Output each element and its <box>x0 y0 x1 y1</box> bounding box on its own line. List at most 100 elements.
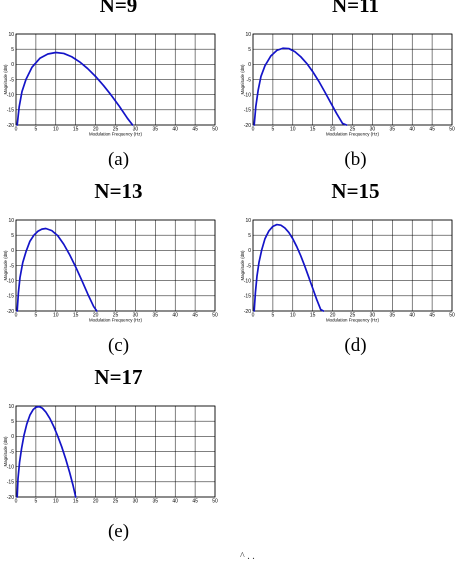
x-tick-label: 10 <box>290 313 296 319</box>
x-axis-label: Modulation Frequency (Hz) <box>326 132 379 137</box>
x-tick-label: 25 <box>350 313 356 319</box>
y-tick-label: 10 <box>245 32 251 38</box>
plot-c: 0 5 10 15 20 25 30 35 40 45 501050-5-10-15-20Modul… <box>3 218 218 323</box>
chart-title-a: N=9 <box>99 0 138 17</box>
caption-b: (b) <box>344 149 367 170</box>
x-tick-label: 45 <box>192 127 198 133</box>
x-tick-label: 10 <box>53 127 59 133</box>
x-tick-label: 50 <box>212 127 218 133</box>
series-line <box>253 47 348 126</box>
y-tick-label: 0 <box>248 62 251 68</box>
y-tick-label: -10 <box>7 278 14 284</box>
y-axis-label: Magnitude (dB) <box>240 64 245 95</box>
x-tick-label: 15 <box>310 127 316 133</box>
x-tick-label: 25 <box>350 127 356 133</box>
caption-e: (e) <box>107 521 130 542</box>
x-tick-label: 15 <box>310 313 316 319</box>
y-tick-label: -10 <box>244 92 251 98</box>
x-tick-label: 40 <box>172 499 178 505</box>
x-tick-label: 30 <box>133 313 139 319</box>
y-tick-label: -5 <box>10 449 15 455</box>
x-tick-label: 0 <box>15 127 18 133</box>
chart-panel-e: N=17 0 5 10 15 20 25 30 35 40 45 50 10 5 0 -5 -10 -15 -20… <box>0 366 237 556</box>
y-tick-label: -5 <box>247 77 252 83</box>
y-tick-label: 5 <box>248 233 251 239</box>
x-tick-label: 30 <box>133 499 139 505</box>
caption-d: (d) <box>344 335 367 356</box>
x-tick-label: 10 <box>290 127 296 133</box>
y-tick-label: 5 <box>11 233 14 239</box>
page-fragment: ^ . . <box>240 551 255 562</box>
y-tick-label: -10 <box>244 278 251 284</box>
y-tick-label: -15 <box>244 294 251 300</box>
chart-panel-d: N=15 0 5 10 15 20 25 30 35 40 45 50 10 5 0 -5 -10 -15 -20… <box>237 180 474 370</box>
x-tick-label: 0 <box>252 313 255 319</box>
x-tick-label: 30 <box>133 127 139 133</box>
y-tick-label: 0 <box>11 434 14 440</box>
chart-panel-c: N=13 0 5 10 15 20 25 30 35 40 45 50 10 5 0 -5 -10 -15 -20… <box>0 180 237 370</box>
y-tick-label: -15 <box>7 480 14 486</box>
x-tick-label: 20 <box>93 127 99 133</box>
x-tick-label: 25 <box>113 313 119 319</box>
y-tick-label: -20 <box>7 123 14 129</box>
plot-frame <box>15 33 216 126</box>
x-tick-label: 25 <box>113 127 119 133</box>
plot-e: 0 5 10 15 20 25 30 35 40 45 501050-5-10-15-20Magni… <box>3 404 218 505</box>
chart-title-d: N=15 <box>331 179 380 203</box>
y-tick-label: 0 <box>11 248 14 254</box>
plot-a: 0 5 10 15 20 25 30 35 40 45 501050-5-10-15-20Modul… <box>3 32 218 137</box>
x-tick-label: 35 <box>153 499 159 505</box>
caption-a: (a) <box>107 149 130 170</box>
x-tick-label: 40 <box>172 127 178 133</box>
x-axis-label: Modulation Frequency (Hz) <box>89 318 142 323</box>
chart-panel-a: N=9 0 5 10 15 20 25 30 35 40 45 50 10 5 0 -5 -10 -15 -20 M… <box>0 0 237 184</box>
series-line <box>253 223 325 312</box>
x-tick-label: 30 <box>370 127 376 133</box>
x-tick-label: 50 <box>212 313 218 319</box>
x-axis-label: Modulation Frequency (Hz) <box>89 132 142 137</box>
y-axis-label: Magnitude (dB) <box>3 436 8 467</box>
y-tick-label: 10 <box>8 32 14 38</box>
x-tick-label: 40 <box>409 313 415 319</box>
plot-b: 0 5 10 15 20 25 30 35 40 45 501050-5-10-15-20Modul… <box>240 32 455 137</box>
x-tick-label: 0 <box>15 499 18 505</box>
x-tick-label: 25 <box>113 499 119 505</box>
y-axis-label: Magnitude (dB) <box>3 64 8 95</box>
x-tick-label: 35 <box>153 127 159 133</box>
y-tick-label: -20 <box>7 309 14 315</box>
x-tick-label: 20 <box>93 499 99 505</box>
x-tick-label: 0 <box>252 127 255 133</box>
plot-frame <box>15 405 216 498</box>
x-tick-label: 45 <box>192 313 198 319</box>
y-tick-label: -5 <box>10 77 15 83</box>
x-tick-label: 15 <box>73 499 79 505</box>
x-tick-label: 5 <box>272 313 275 319</box>
x-tick-label: 5 <box>35 499 38 505</box>
y-tick-label: 0 <box>248 248 251 254</box>
x-tick-label: 50 <box>449 127 455 133</box>
y-axis-label: Magnitude (dB) <box>3 250 8 281</box>
x-tick-label: 15 <box>73 127 79 133</box>
x-tick-label: 45 <box>429 313 435 319</box>
plot-frame <box>252 219 453 312</box>
chart-title-e: N=17 <box>94 365 143 389</box>
y-tick-label: 10 <box>8 218 14 224</box>
caption-c: (c) <box>107 335 130 356</box>
y-tick-label: -5 <box>10 263 15 269</box>
y-tick-label: -10 <box>7 92 14 98</box>
y-tick-label: -10 <box>7 464 14 470</box>
y-axis-label: Magnitude (dB) <box>240 250 245 281</box>
x-tick-label: 50 <box>212 499 218 505</box>
x-tick-label: 40 <box>409 127 415 133</box>
x-tick-label: 50 <box>449 313 455 319</box>
x-tick-label: 15 <box>73 313 79 319</box>
x-tick-label: 0 <box>15 313 18 319</box>
y-tick-label: 10 <box>245 218 251 224</box>
y-tick-label: 10 <box>8 404 14 410</box>
x-tick-label: 35 <box>390 127 396 133</box>
y-tick-label: -20 <box>244 123 251 129</box>
chart-title-b: N=11 <box>332 0 379 17</box>
plot-d: 0 5 10 15 20 25 30 35 40 45 501050-5-10-15-20Modul… <box>240 218 455 323</box>
x-axis-label: Modulation Frequency (Hz) <box>326 318 379 323</box>
plot-frame <box>252 33 453 126</box>
